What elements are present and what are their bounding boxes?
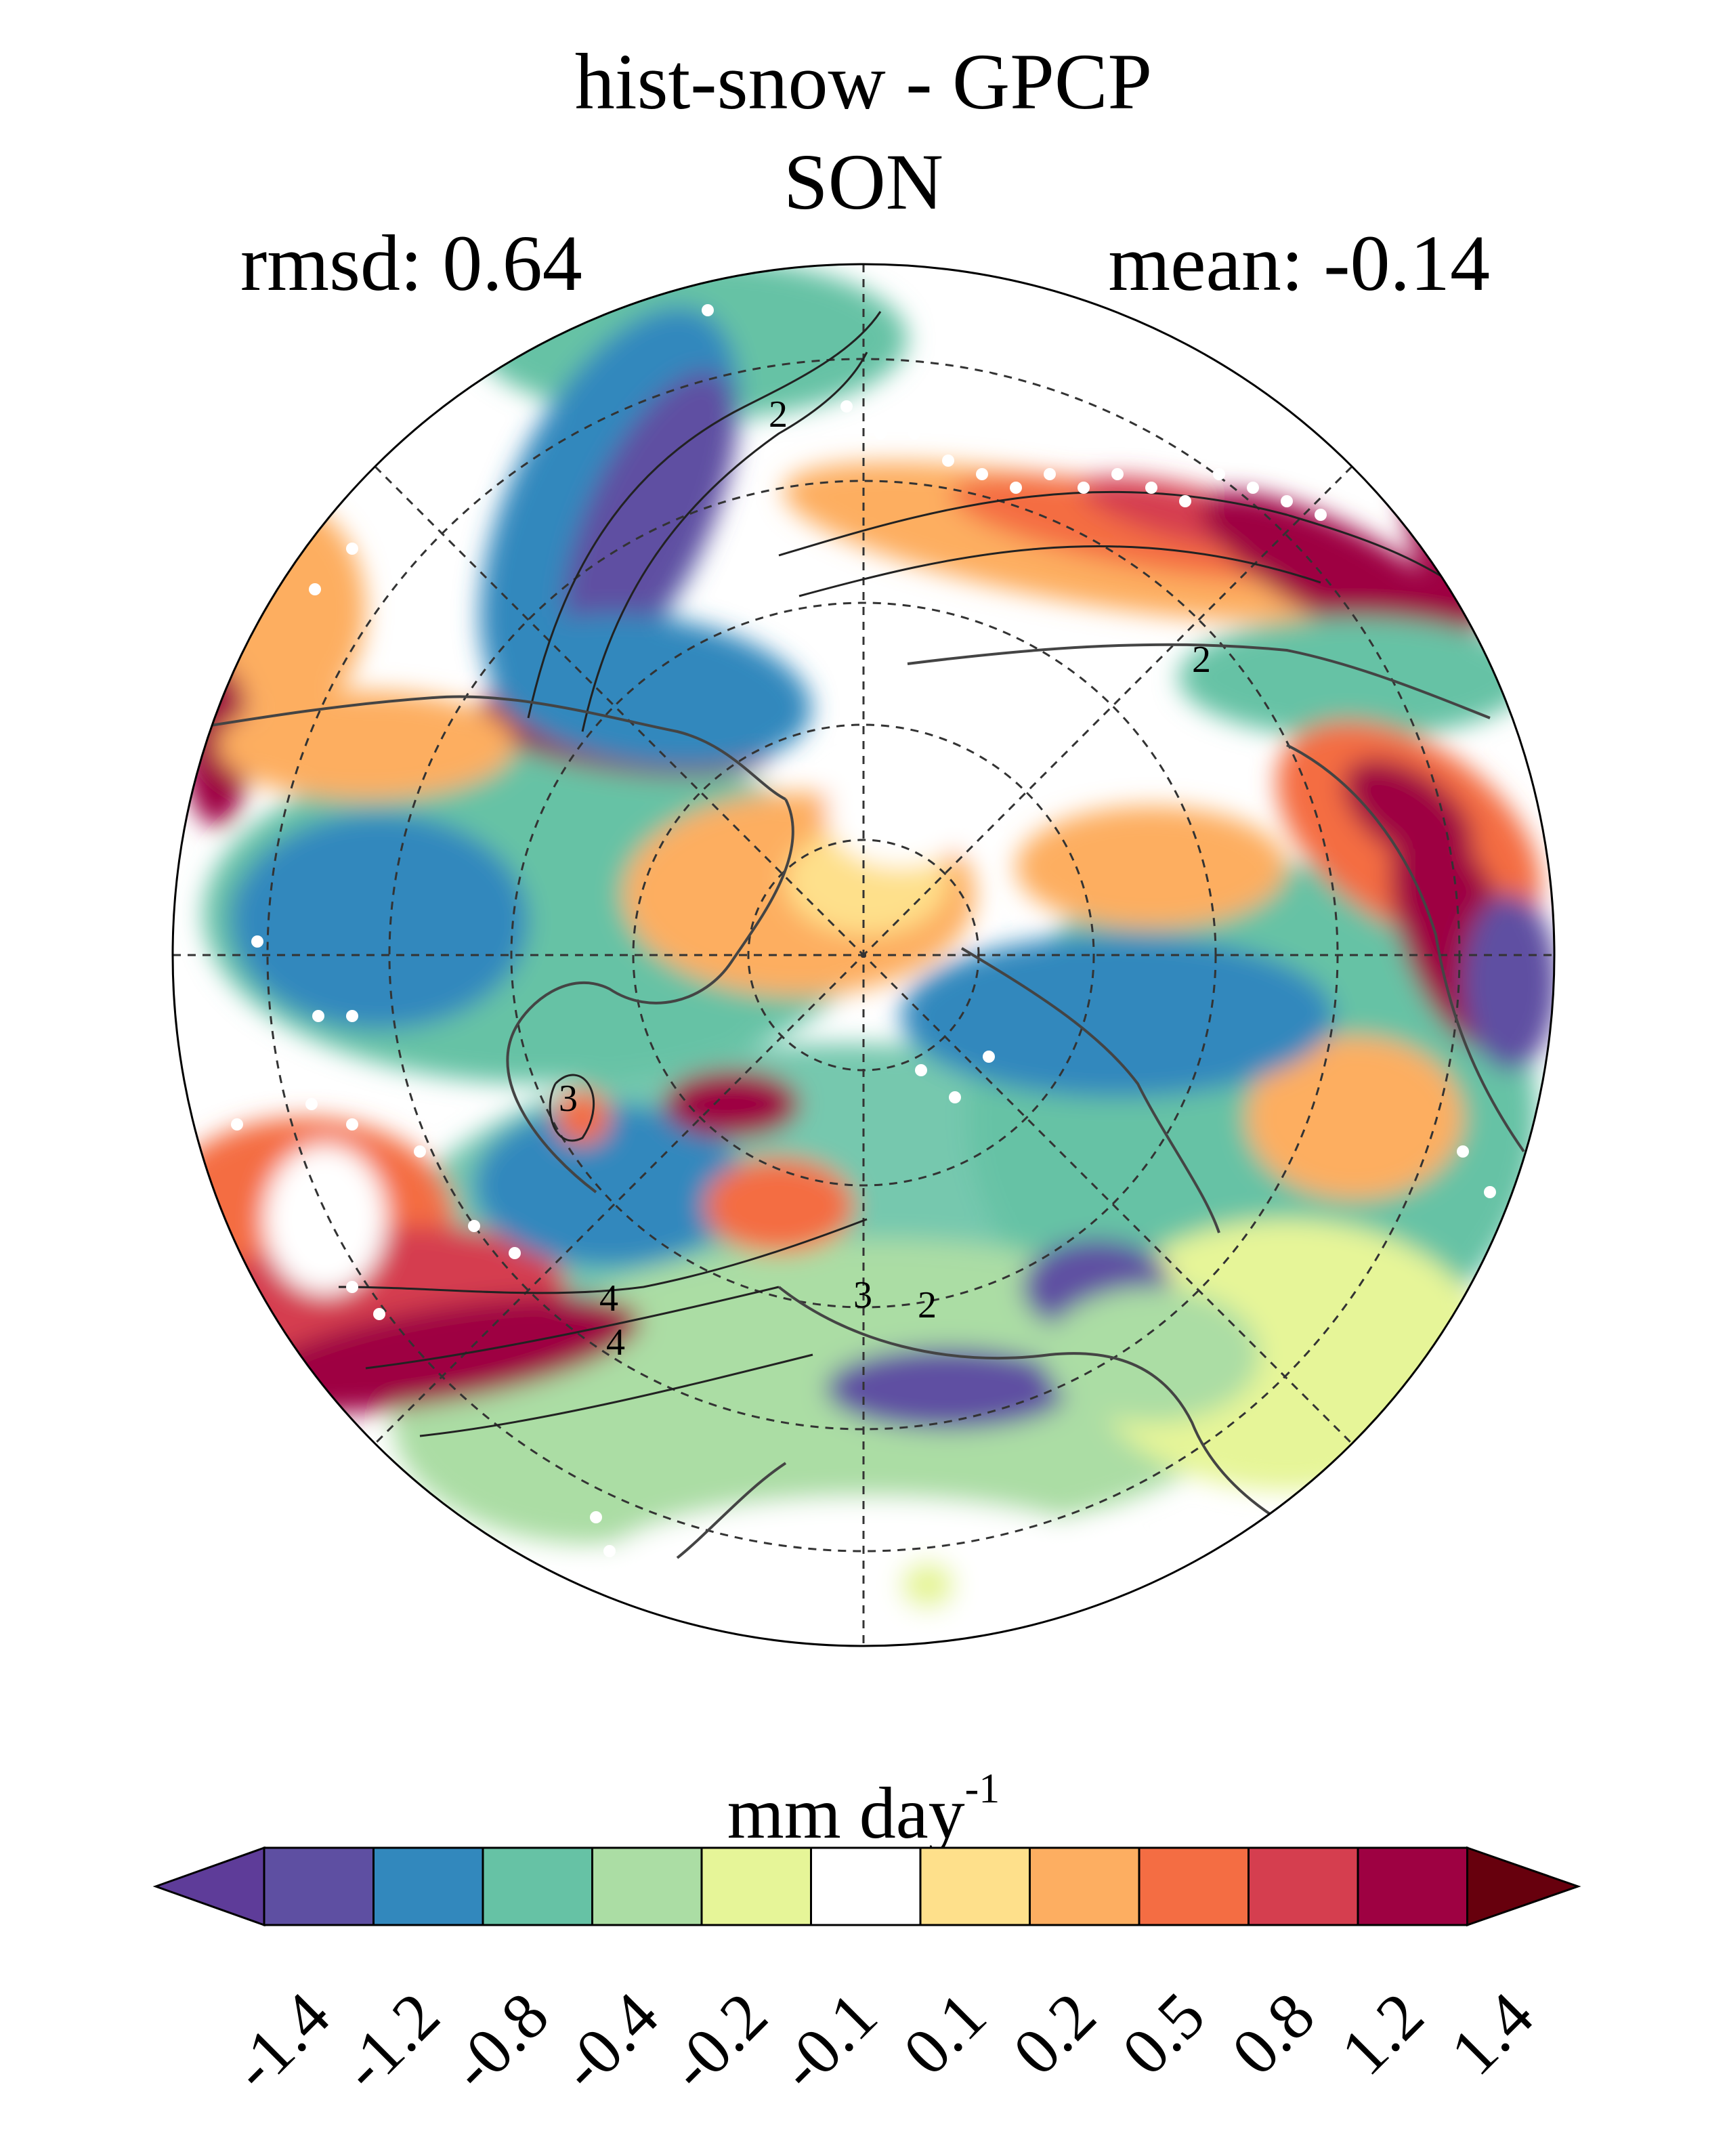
colorbar-swatch bbox=[1138, 1846, 1250, 1926]
map-boundary bbox=[171, 263, 1556, 1647]
units-exponent: -1 bbox=[964, 1766, 1000, 1812]
contour-label: 3 bbox=[853, 1274, 872, 1316]
rmsd-label: rmsd: 0.64 bbox=[240, 219, 582, 308]
colorbar-swatch bbox=[591, 1846, 703, 1926]
units-text: mm day bbox=[727, 1773, 965, 1854]
contour-label: 2 bbox=[769, 394, 788, 436]
colorbar-swatches bbox=[152, 1846, 1581, 1927]
colorbar-swatch bbox=[1248, 1846, 1359, 1926]
colorbar-extend-high bbox=[1466, 1846, 1581, 1927]
graticule bbox=[173, 264, 1554, 1646]
contour-label: 2 bbox=[1192, 639, 1211, 681]
contour-label: 2 bbox=[918, 1284, 937, 1326]
colorbar-swatch bbox=[263, 1846, 375, 1926]
season-label: SON bbox=[783, 138, 944, 226]
contour-label: 4 bbox=[599, 1277, 618, 1319]
colorbar-swatch bbox=[372, 1846, 484, 1926]
contour-label-group: 2 2 2 3 3 4 4 bbox=[559, 394, 1211, 1364]
significance-stipples bbox=[231, 304, 1496, 1557]
colorbar-swatch bbox=[810, 1846, 922, 1926]
colorbar-units: mm day-1 bbox=[0, 1768, 1727, 1851]
colorbar-swatch bbox=[482, 1846, 593, 1926]
colorbar-swatch bbox=[919, 1846, 1031, 1926]
colorbar-swatch bbox=[1357, 1846, 1468, 1926]
contour-label: 4 bbox=[606, 1322, 625, 1364]
colorbar-swatch bbox=[1029, 1846, 1140, 1926]
colorbar-extend-low bbox=[152, 1846, 265, 1927]
contour-label: 3 bbox=[559, 1078, 578, 1120]
coastlines bbox=[173, 643, 1525, 1559]
colorbar-swatch bbox=[700, 1846, 812, 1926]
model-precip-contours bbox=[338, 311, 1491, 1437]
map-title: hist-snow - GPCP bbox=[574, 37, 1153, 126]
mean-label: mean: -0.14 bbox=[1108, 219, 1490, 308]
